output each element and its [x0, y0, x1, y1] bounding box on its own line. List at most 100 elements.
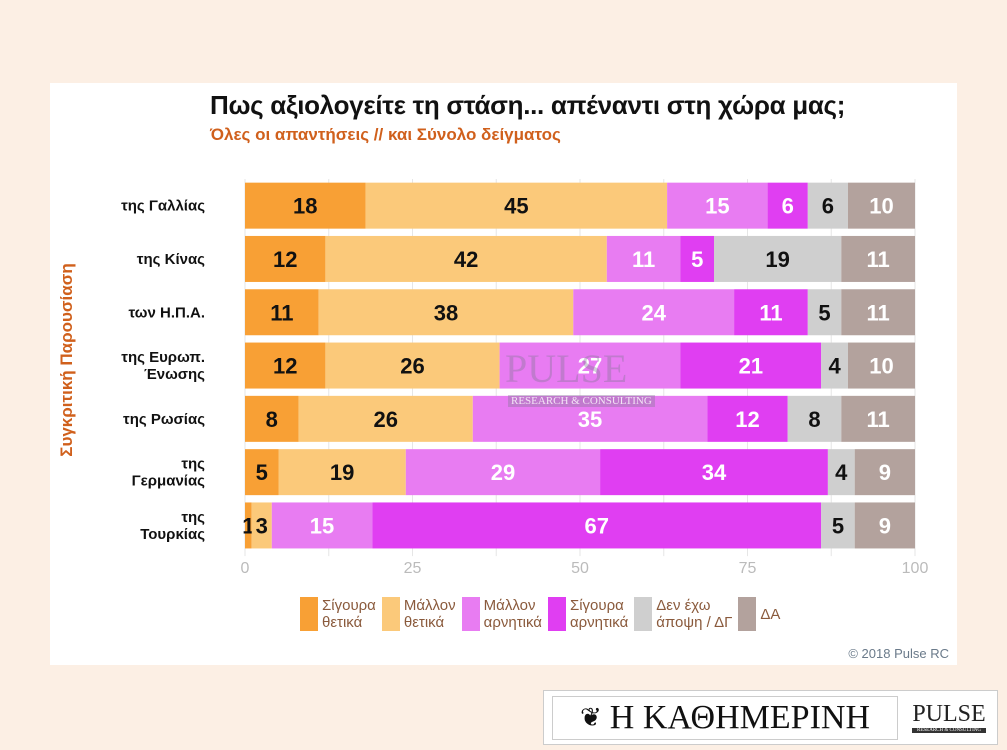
- watermark-sub: RESEARCH & CONSULTING: [508, 395, 655, 407]
- bar-segment: [298, 395, 473, 442]
- bar-segment: [707, 395, 788, 442]
- logo-bar: ❦ Η ΚΑΘΗΜΕΡΙΝΗ PULSE RESEARCH & CONSULTIN…: [543, 690, 998, 745]
- data-label: 5: [818, 300, 830, 325]
- data-label: 4: [835, 460, 848, 485]
- bar-segment: [325, 342, 500, 389]
- bar-segment: [573, 289, 735, 336]
- data-label: 26: [373, 407, 397, 432]
- category-label: της: [181, 509, 205, 526]
- bar-segment: [841, 289, 915, 336]
- legend-item: Σίγουρα αρνητικά: [547, 597, 628, 631]
- data-label: 42: [454, 247, 478, 272]
- data-label: 9: [879, 460, 891, 485]
- griffin-icon: ❦: [579, 703, 602, 732]
- bar-segment: [680, 342, 822, 389]
- bar-segment: [245, 342, 326, 389]
- data-label: 6: [822, 194, 834, 219]
- data-label: 19: [765, 247, 789, 272]
- legend-swatch: [547, 597, 566, 631]
- data-label: 27: [578, 354, 602, 379]
- data-label: 15: [310, 513, 334, 538]
- copyright: © 2018 Pulse RC: [848, 646, 949, 661]
- data-label: 11: [759, 300, 782, 325]
- bar-segment: [245, 502, 252, 549]
- bar-segment: [841, 395, 915, 442]
- data-label: 10: [869, 354, 893, 379]
- data-label: 10: [869, 194, 893, 219]
- pulse-logo: PULSE RESEARCH & CONSULTING: [912, 701, 986, 733]
- bar-segment: [606, 235, 681, 282]
- bar-segment: [848, 342, 915, 389]
- bar-segment: [854, 502, 915, 549]
- bar-segment: [251, 502, 272, 549]
- legend-swatch: [634, 597, 653, 631]
- data-label: 1: [242, 513, 254, 538]
- data-label: 9: [879, 513, 891, 538]
- bar-segment: [472, 395, 708, 442]
- category-label: της Κίνας: [137, 251, 205, 268]
- data-label: 11: [270, 300, 293, 325]
- x-tick-label: 100: [902, 560, 929, 577]
- data-label: 8: [808, 407, 820, 432]
- legend-item: Δεν έχω άποψη / ΔΓ: [634, 597, 732, 631]
- bar-segment: [245, 182, 366, 229]
- data-label: 5: [256, 460, 268, 485]
- category-label: της Ρωσίας: [123, 411, 205, 428]
- bar-segment: [767, 182, 808, 229]
- bar-segment: [318, 289, 574, 336]
- bar-segment: [325, 235, 607, 282]
- bar-segment: [245, 289, 319, 336]
- bar-segment: [271, 502, 373, 549]
- data-label: 11: [632, 247, 655, 272]
- legend-label: Σίγουρα θετικά: [322, 597, 376, 631]
- legend-label: Μάλλον θετικά: [403, 597, 456, 631]
- bar-segment: [405, 449, 601, 496]
- category-label: της Ευρωπ.: [121, 349, 205, 366]
- x-tick-label: 0: [241, 560, 250, 577]
- legend-item: Μάλλον θετικά: [381, 597, 456, 631]
- data-label: 19: [330, 460, 354, 485]
- data-label: 6: [782, 194, 794, 219]
- bar-segment: [245, 395, 299, 442]
- legend-item: ΔΑ: [738, 597, 780, 631]
- data-label: 24: [641, 300, 666, 325]
- watermark: PULSE: [505, 346, 628, 391]
- data-label: 35: [578, 407, 602, 432]
- data-label: 15: [705, 194, 729, 219]
- data-label: 21: [739, 354, 763, 379]
- bar-segment: [807, 182, 848, 229]
- bar-segment: [821, 502, 855, 549]
- x-tick-label: 50: [571, 560, 589, 577]
- data-label: 45: [504, 194, 528, 219]
- x-tick-label: 25: [404, 560, 422, 577]
- bar-segment: [372, 502, 822, 549]
- data-label: 26: [400, 354, 424, 379]
- legend-item: Σίγουρα θετικά: [300, 597, 376, 631]
- bar-segment: [499, 342, 681, 389]
- legend-swatch: [381, 597, 400, 631]
- legend-swatch: [738, 597, 757, 631]
- chart-title: Πως αξιολογείτε τη στάση... απέναντι στη…: [210, 90, 846, 120]
- legend-item: Μάλλον αρνητικά: [461, 597, 542, 631]
- x-tick-label: 75: [739, 560, 757, 577]
- chart-subtitle: Όλες οι απαντήσεις // και Σύνολο δείγματ…: [210, 125, 561, 144]
- data-label: 8: [266, 407, 278, 432]
- data-label: 5: [832, 513, 844, 538]
- bar-segment: [667, 182, 768, 229]
- bar-segment: [734, 289, 808, 336]
- data-label: 12: [273, 247, 297, 272]
- category-label: Τουρκίας: [140, 526, 205, 543]
- data-label: 67: [585, 513, 609, 538]
- bar-segment: [854, 449, 915, 496]
- legend-label: ΔΑ: [760, 606, 781, 623]
- legend-label: Δεν έχω άποψη / ΔΓ: [656, 597, 733, 631]
- legend: Σίγουρα θετικά Μάλλον θετικά Μάλλον αρνητικά Σ…: [300, 597, 780, 631]
- category-label: της Γαλλίας: [121, 198, 205, 215]
- bar-segment: [787, 395, 842, 442]
- legend-label: Μάλλον αρνητικά: [483, 597, 542, 631]
- kathimerini-logo: ❦ Η ΚΑΘΗΜΕΡΙΝΗ: [552, 696, 898, 740]
- bar-segment: [714, 235, 842, 282]
- data-label: 38: [434, 300, 458, 325]
- data-label: 12: [273, 354, 297, 379]
